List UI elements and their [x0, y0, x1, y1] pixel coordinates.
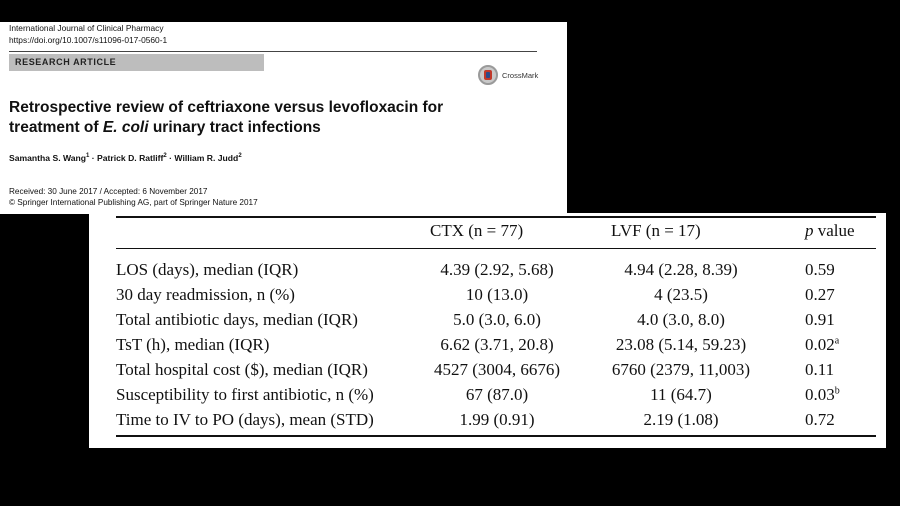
row-label: 30 day readmission, n (%): [116, 285, 295, 304]
row-label: Total antibiotic days, median (IQR): [116, 310, 358, 329]
author-separator: ·: [89, 153, 98, 163]
table-row: 30 day readmission, n (%) 10 (13.0) 4 (2…: [89, 285, 886, 310]
p-value: 0.91: [805, 310, 835, 329]
cell-lvf: 6760 (2379, 11,003): [611, 360, 751, 379]
section-label: RESEARCH ARTICLE: [9, 54, 264, 71]
title-part-1: Retrospective review of ceftriaxone vers…: [9, 99, 444, 136]
cell-p-value: 0.27: [805, 285, 835, 305]
row-label: LOS (days), median (IQR): [116, 260, 299, 279]
cell-lvf: 23.08 (5.14, 59.23): [615, 335, 747, 354]
journal-name: International Journal of Clinical Pharma…: [9, 23, 164, 33]
cell-lvf: 2.19 (1.08): [643, 410, 719, 429]
p-value: 0.03: [805, 385, 835, 404]
p-footnote: b: [834, 385, 840, 397]
author-name[interactable]: William R. Judd: [174, 153, 239, 163]
cell-p-value: 0.03b: [805, 385, 840, 405]
p-footnote: a: [834, 335, 840, 347]
row-label: Total hospital cost ($), median (IQR): [116, 360, 368, 379]
author-affiliation: 1: [86, 153, 90, 160]
header-lvf: LVF (n = 17): [611, 221, 701, 240]
row-label: TsT (h), median (IQR): [116, 335, 270, 354]
cell-p-value: 0.11: [805, 360, 834, 380]
p-value: 0.11: [805, 360, 835, 379]
results-table: CTX (n = 77) LVF (n = 17) p value LOS (d…: [89, 213, 886, 448]
header-p-italic: p: [805, 221, 814, 240]
header-ctx: CTX (n = 77): [430, 221, 524, 240]
p-value: 0.72: [805, 410, 835, 429]
author-name[interactable]: Patrick D. Ratliff: [97, 153, 164, 163]
cell-ctx: 1.99 (0.91): [459, 410, 535, 429]
row-label: Time to IV to PO (days), mean (STD): [116, 410, 374, 429]
cell-ctx: 5.0 (3.0, 6.0): [453, 310, 541, 329]
author-list: Samantha S. Wang1 · Patrick D. Ratliff2 …: [9, 153, 242, 163]
copyright-notice: © Springer International Publishing AG, …: [9, 198, 258, 207]
received-dates: Received: 30 June 2017 / Accepted: 6 Nov…: [9, 187, 208, 196]
p-value: 0.59: [805, 260, 835, 279]
p-value: 0.02: [805, 335, 835, 354]
crossmark-icon: [478, 65, 498, 85]
author-separator: ·: [166, 153, 175, 163]
table-row: Time to IV to PO (days), mean (STD) 1.99…: [89, 410, 886, 435]
header-p-rest: value: [813, 221, 855, 240]
author-affiliation: 2: [238, 153, 242, 160]
cell-lvf: 4.94 (2.28, 8.39): [624, 260, 738, 279]
cell-ctx: 4527 (3004, 6676): [433, 360, 561, 379]
cell-ctx: 10 (13.0): [465, 285, 529, 304]
cell-p-value: 0.72: [805, 410, 835, 430]
cell-lvf: 11 (64.7): [650, 385, 712, 404]
paper-title: Retrospective review of ceftriaxone vers…: [9, 98, 509, 138]
table-row: Total antibiotic days, median (IQR) 5.0 …: [89, 310, 886, 335]
cell-p-value: 0.02a: [805, 335, 839, 355]
cell-ctx: 67 (87.0): [465, 385, 529, 404]
paper-header-card: International Journal of Clinical Pharma…: [0, 22, 567, 214]
crossmark-badge[interactable]: CrossMark: [478, 64, 538, 86]
table-top-rule: [116, 216, 876, 218]
cell-lvf: 4.0 (3.0, 8.0): [637, 310, 725, 329]
table-row: LOS (days), median (IQR) 4.39 (2.92, 5.6…: [89, 260, 886, 285]
doi-link[interactable]: https://doi.org/10.1007/s11096-017-0560-…: [9, 35, 168, 45]
cell-ctx: 4.39 (2.92, 5.68): [440, 260, 554, 279]
crossmark-label: CrossMark: [502, 70, 539, 80]
author-name[interactable]: Samantha S. Wang: [9, 153, 87, 163]
table-row: Total hospital cost ($), median (IQR) 45…: [89, 360, 886, 385]
title-organism: E. coli: [102, 119, 149, 136]
title-part-2: urinary tract infections: [148, 119, 321, 136]
cell-p-value: 0.91: [805, 310, 835, 330]
table-row: TsT (h), median (IQR) 6.62 (3.71, 20.8) …: [89, 335, 886, 360]
row-label: Susceptibility to first antibiotic, n (%…: [116, 385, 374, 404]
author-affiliation: 2: [163, 153, 167, 160]
header-rule: [9, 51, 537, 52]
cell-lvf: 4 (23.5): [654, 285, 708, 304]
table-row: Susceptibility to first antibiotic, n (%…: [89, 385, 886, 410]
table-header-rule: [116, 248, 876, 249]
cell-p-value: 0.59: [805, 260, 835, 280]
header-p-value: p value: [805, 221, 855, 241]
cell-ctx: 6.62 (3.71, 20.8): [440, 335, 554, 354]
p-value: 0.27: [805, 285, 835, 304]
table-bottom-rule: [116, 435, 876, 437]
